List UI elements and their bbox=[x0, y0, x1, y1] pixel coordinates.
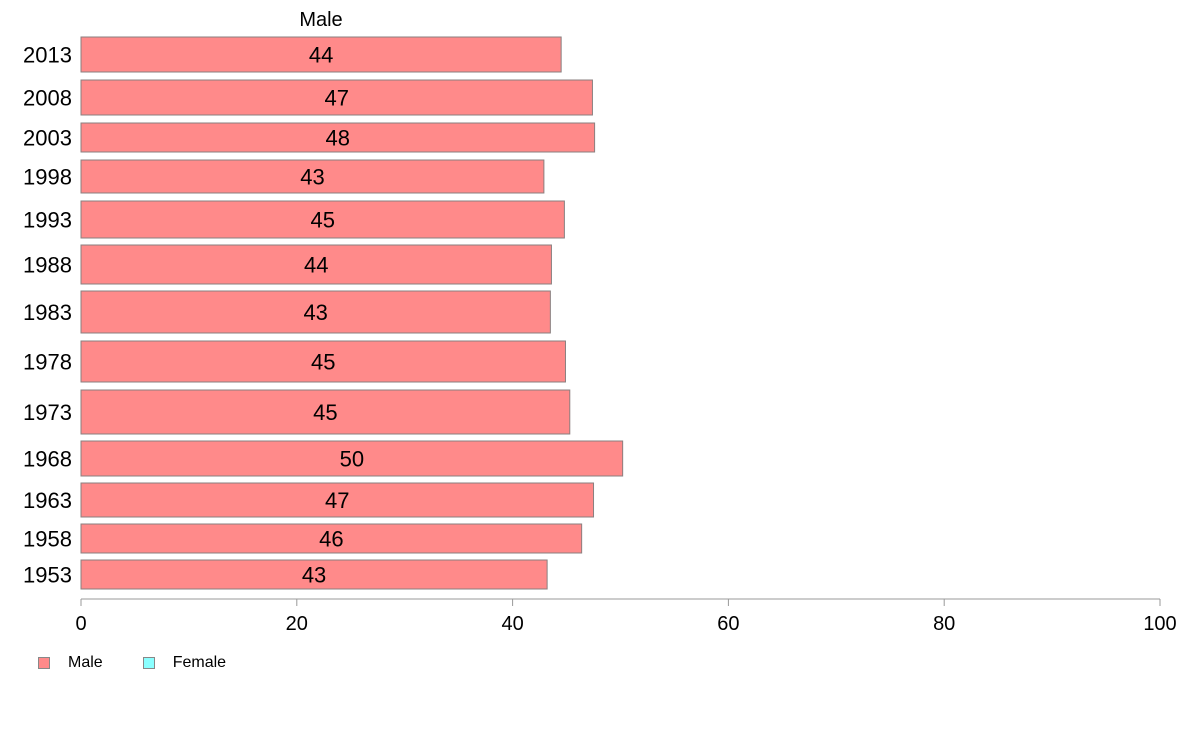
legend: Male Female bbox=[38, 654, 266, 672]
x-tick-label-20: 20 bbox=[286, 613, 308, 635]
legend-swatch-male bbox=[38, 657, 50, 669]
bar-label-1963: 47 bbox=[325, 488, 349, 513]
bar-label-1958: 46 bbox=[319, 527, 343, 552]
category-label-1978: 1978 bbox=[23, 350, 72, 375]
bar-1983 bbox=[80, 290, 551, 334]
bar-label-2013: 44 bbox=[309, 43, 333, 68]
bar-label-1953: 43 bbox=[302, 563, 326, 588]
category-label-1993: 1993 bbox=[23, 208, 72, 233]
bar-label-1968: 50 bbox=[340, 447, 364, 472]
bar-label-1988: 44 bbox=[304, 253, 328, 278]
category-label-1988: 1988 bbox=[23, 253, 72, 278]
x-tick-label-0: 0 bbox=[75, 613, 86, 635]
bar-1998 bbox=[80, 159, 545, 194]
x-tick-label-60: 60 bbox=[717, 613, 739, 635]
category-label-1973: 1973 bbox=[23, 400, 72, 425]
category-label-1953: 1953 bbox=[23, 563, 72, 588]
bar-1963 bbox=[80, 482, 595, 518]
bar-2003 bbox=[80, 122, 596, 153]
bar-1953 bbox=[80, 559, 548, 590]
bar-label-1998: 43 bbox=[300, 165, 324, 190]
bar-label-1983: 43 bbox=[303, 300, 327, 325]
category-label-1998: 1998 bbox=[23, 165, 72, 190]
legend-label-male: Male bbox=[68, 654, 103, 671]
bar-1968 bbox=[80, 440, 624, 477]
legend-item-male: Male bbox=[38, 654, 103, 672]
bar-1993 bbox=[80, 200, 565, 239]
category-label-1983: 1983 bbox=[23, 300, 72, 325]
bar-label-1993: 45 bbox=[310, 208, 334, 233]
bars-layer: 44 2013 47 2008 48 2003 43 1998 45 1993 44 1988 43 19… bbox=[23, 36, 624, 590]
category-label-1963: 1963 bbox=[23, 488, 72, 513]
x-tick-label-100: 100 bbox=[1143, 613, 1176, 635]
bar-label-1973: 45 bbox=[313, 400, 337, 425]
bar-1958 bbox=[80, 523, 583, 554]
x-axis: 0 20 40 60 80 100 bbox=[75, 598, 1177, 635]
chart-title: Male bbox=[299, 9, 342, 31]
legend-label-female: Female bbox=[172, 654, 227, 671]
category-label-1958: 1958 bbox=[23, 527, 72, 552]
legend-item-female: Female bbox=[142, 654, 227, 672]
category-label-2008: 2008 bbox=[23, 86, 72, 111]
bar-1988 bbox=[80, 244, 552, 285]
category-label-1968: 1968 bbox=[23, 447, 72, 472]
bar-1978 bbox=[80, 340, 566, 383]
bar-2013 bbox=[80, 36, 562, 73]
category-label-2013: 2013 bbox=[23, 43, 72, 68]
x-tick-label-40: 40 bbox=[501, 613, 523, 635]
bar-label-2003: 48 bbox=[326, 126, 350, 151]
category-label-2003: 2003 bbox=[23, 126, 72, 151]
bar-label-1978: 45 bbox=[311, 350, 335, 375]
bar-1973 bbox=[80, 389, 571, 435]
bar-2008 bbox=[80, 79, 593, 116]
bar-label-2008: 47 bbox=[324, 86, 348, 111]
chart: Male 44 2013 47 2008 48 2003 43 1998 45 1993 44 198… bbox=[23, 9, 1177, 635]
legend-swatch-female bbox=[142, 657, 155, 669]
x-tick-label-80: 80 bbox=[933, 613, 955, 635]
